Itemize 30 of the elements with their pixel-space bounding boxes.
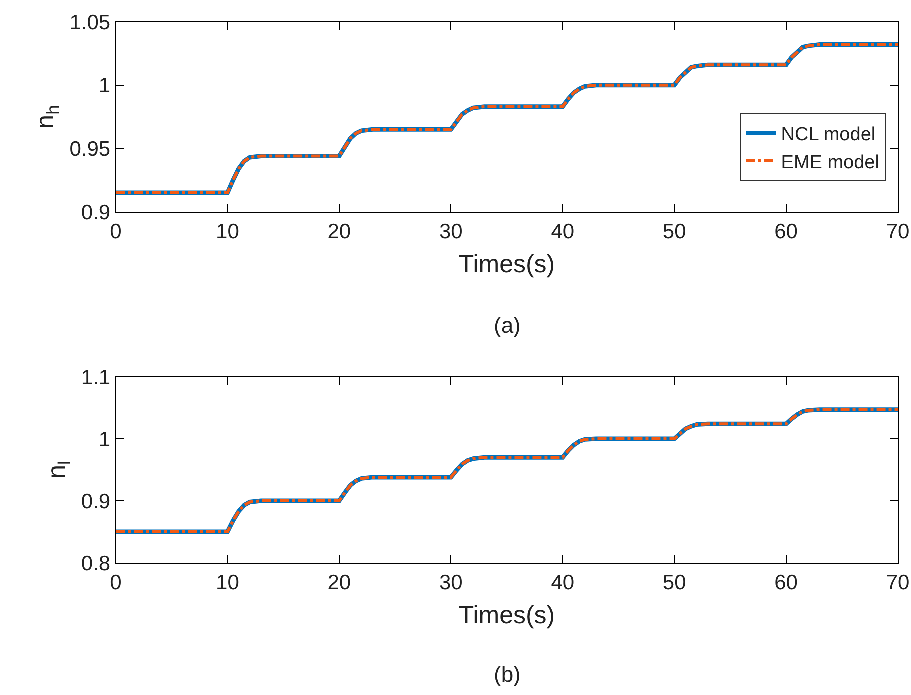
x-tick-label: 20 <box>328 571 352 594</box>
x-tick-label: 10 <box>216 571 240 594</box>
x-tick-label: 60 <box>774 571 798 594</box>
x-tick-label: 60 <box>774 220 798 244</box>
x-tick-label: 70 <box>886 571 910 594</box>
text: (a) <box>494 313 521 338</box>
x-tick-label: 0 <box>110 220 122 244</box>
x-tick-label: 40 <box>551 220 575 244</box>
legend-label: EME model <box>781 152 880 174</box>
y-tick-label: 0.9 <box>81 490 111 514</box>
x-tick-label: 20 <box>328 220 352 244</box>
x-tick-label: 70 <box>886 220 910 244</box>
x-axis-title: Times(s) <box>458 601 556 630</box>
y-tick-label: 1 <box>98 428 111 452</box>
x-tick-label: 40 <box>551 571 575 594</box>
x-tick-label: 50 <box>662 220 686 244</box>
y-tick-label: 0.95 <box>70 138 111 162</box>
text: (b) <box>494 662 521 687</box>
legend-label: NCL model <box>781 124 876 146</box>
x-tick-label: 30 <box>439 220 463 244</box>
x-tick-label: 50 <box>662 571 686 594</box>
x-axis-title: Times(s) <box>458 250 556 278</box>
y-tick-label: 1.1 <box>81 366 111 390</box>
y-tick-label: 1 <box>98 74 111 98</box>
x-tick-label: 10 <box>216 220 240 244</box>
y-tick-label: 1.05 <box>70 11 111 34</box>
x-tick-label: 0 <box>110 571 122 594</box>
y-tick-label: 0.9 <box>81 201 111 224</box>
y-tick-label: 0.8 <box>81 552 111 576</box>
x-tick-label: 30 <box>439 571 463 594</box>
